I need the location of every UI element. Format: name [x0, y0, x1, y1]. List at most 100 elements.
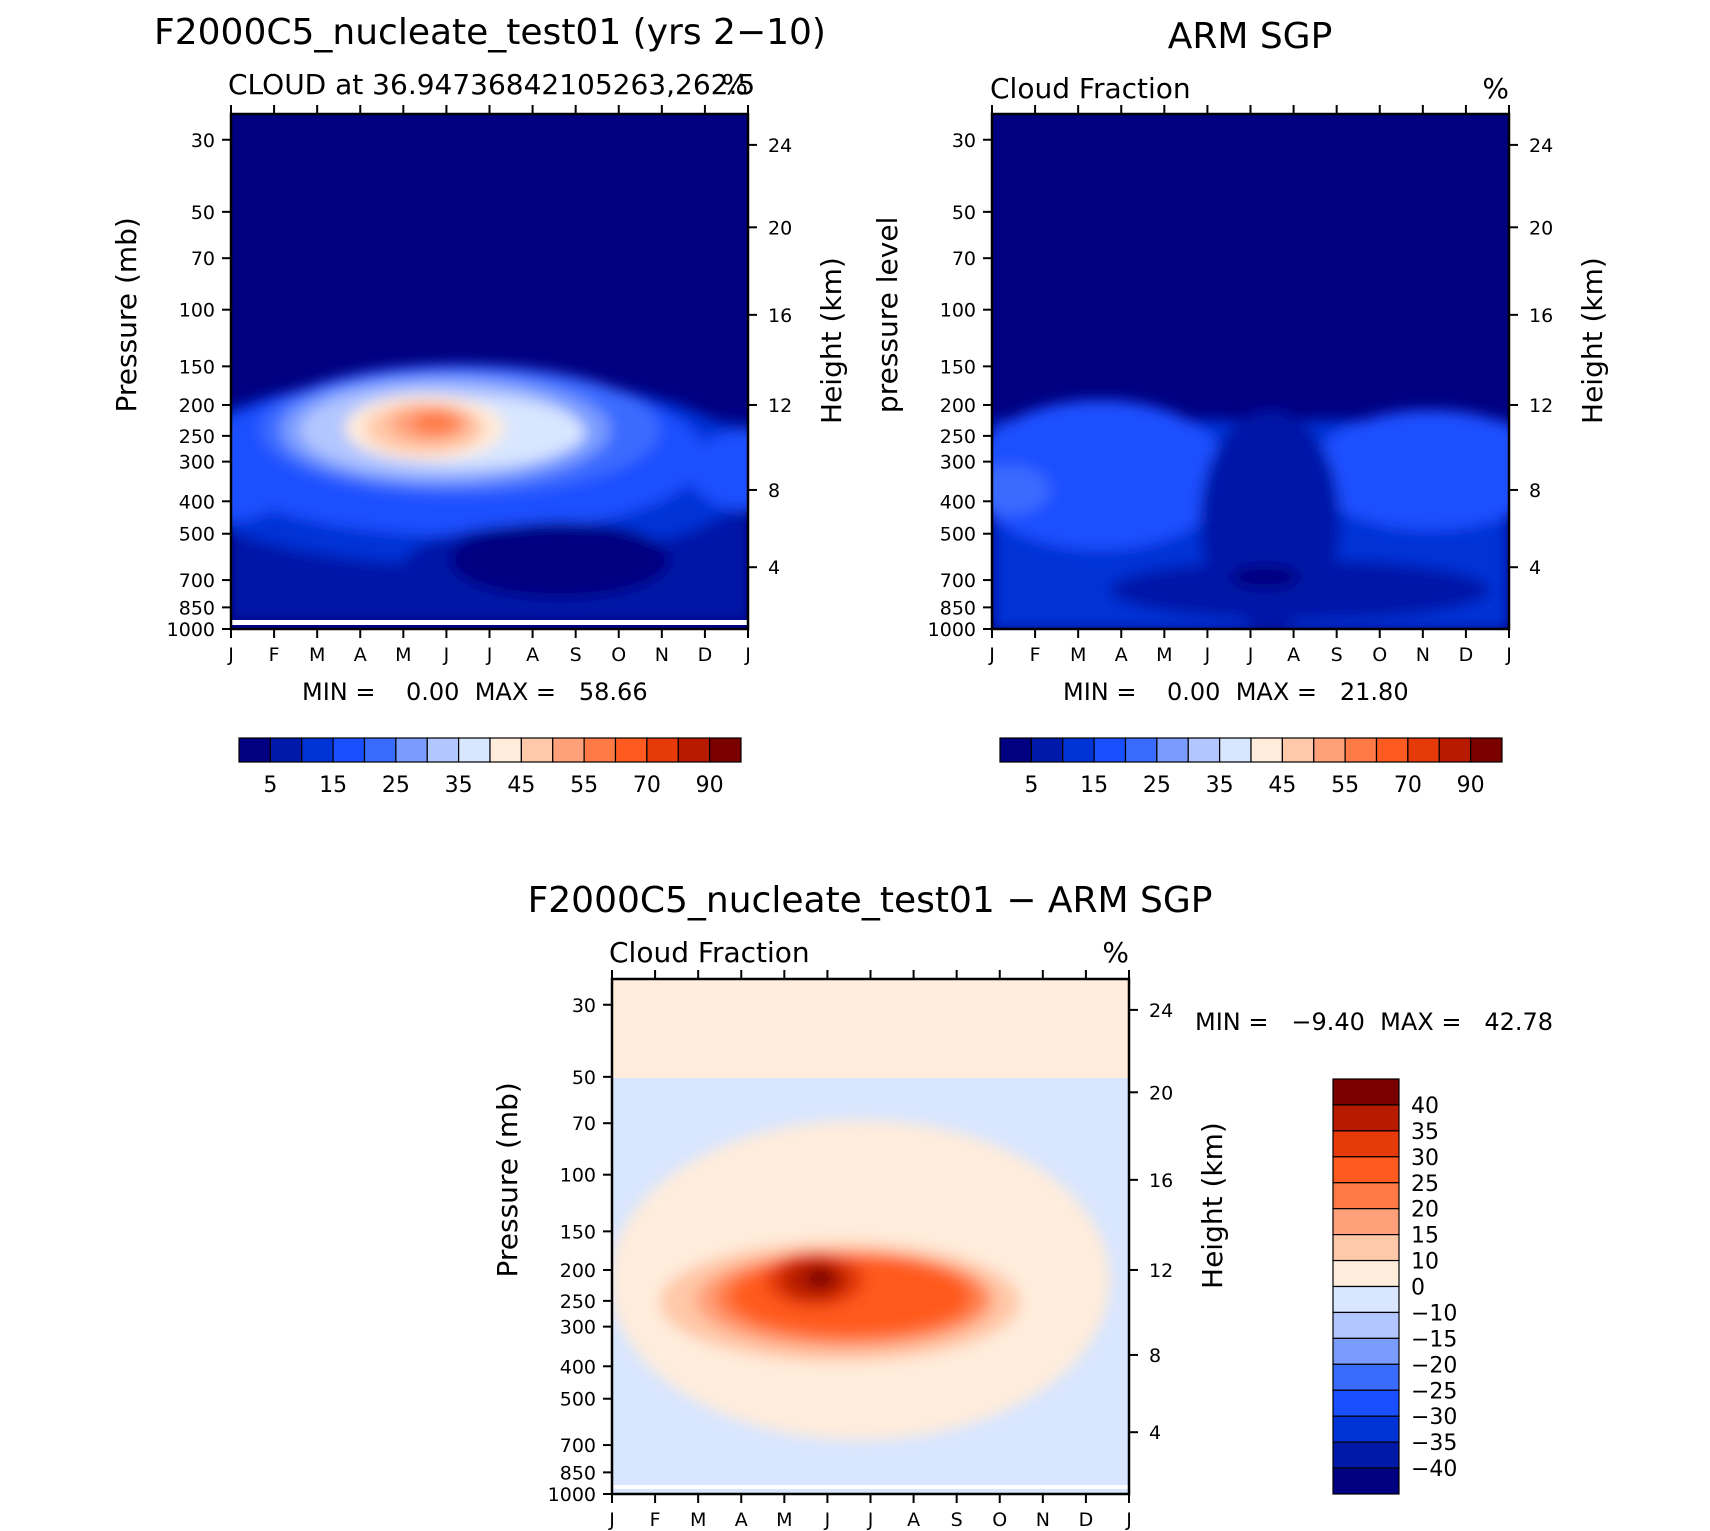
y-tick-label: 700 — [940, 570, 976, 592]
x-tick-label: J — [867, 1509, 874, 1531]
colorbar-box — [1187, 737, 1221, 763]
colorbar-box — [1375, 737, 1409, 763]
colorbar-box — [583, 737, 617, 763]
y-tick-label: 850 — [940, 597, 976, 619]
colorbar-box — [1250, 737, 1283, 763]
colorbar-box — [1344, 737, 1378, 763]
colorbar-label: −20 — [1411, 1353, 1457, 1378]
panel-diff-title: F2000C5_nucleate_test01 − ARM SGP — [528, 880, 1213, 921]
panel-obs-stats: MIN = 0.00 MAX = 21.80 — [1063, 678, 1409, 706]
colorbar-box — [238, 737, 271, 763]
y-tick-label: 50 — [952, 202, 976, 224]
surface-gap — [612, 1485, 1129, 1489]
colorbar-label: 20 — [1411, 1198, 1439, 1223]
panel-model-stats: MIN = 0.00 MAX = 58.66 — [302, 678, 648, 706]
panel-obs-title: ARM SGP — [1168, 16, 1333, 57]
colorbar-label: −30 — [1411, 1405, 1457, 1430]
contour-fill-level — [688, 430, 748, 510]
colorbar-label: 5 — [1024, 773, 1038, 798]
colorbar-box — [1332, 1415, 1400, 1443]
panel-model-subtitle: CLOUD at 36.94736842105263,262.5 — [228, 68, 755, 101]
y-tick-label: 50 — [572, 1067, 596, 1089]
x-tick-label: J — [744, 644, 751, 666]
y-tick-label: 150 — [560, 1221, 596, 1243]
y-right-tick-label: 16 — [1529, 305, 1553, 327]
y-right-tick-label: 4 — [1529, 557, 1541, 579]
y-tick-label: 30 — [952, 130, 976, 152]
colorbar-box — [1438, 737, 1472, 763]
y-tick-label: 150 — [179, 356, 215, 378]
x-tick-label: O — [611, 644, 626, 666]
y-tick-label: 150 — [940, 356, 976, 378]
x-tick-label: M — [776, 1509, 792, 1531]
panel-model-contours — [231, 114, 748, 629]
x-tick-label: S — [570, 644, 582, 666]
y-tick-label: 300 — [560, 1317, 596, 1339]
x-tick-label: J — [486, 644, 493, 666]
y-tick-label: 400 — [560, 1356, 596, 1378]
panel-diff-contours — [612, 979, 1129, 1494]
y-axis-label: Pressure (mb) — [491, 1082, 524, 1277]
x-tick-label: D — [1079, 1509, 1094, 1531]
colorbar-box — [1062, 737, 1095, 763]
contour-fill-level — [450, 522, 670, 598]
x-tick-label: F — [269, 644, 280, 666]
colorbar-box — [301, 737, 334, 763]
colorbar-label: 90 — [1457, 773, 1485, 798]
colorbar-label: 90 — [696, 773, 724, 798]
panel-obs-contours — [992, 114, 1509, 629]
x-tick-label: J — [227, 644, 234, 666]
colorbar-label: 10 — [1411, 1250, 1439, 1275]
x-tick-label: A — [1115, 644, 1128, 666]
x-tick-label: J — [824, 1509, 831, 1531]
y-tick-label: 1000 — [548, 1484, 596, 1506]
colorbar-box — [1219, 737, 1252, 763]
colorbar-label: −15 — [1411, 1327, 1457, 1352]
x-tick-label: N — [1416, 644, 1430, 666]
x-tick-label: M — [1156, 644, 1172, 666]
y-tick-label: 400 — [940, 491, 976, 513]
y-right-tick-label: 20 — [1149, 1082, 1173, 1104]
colorbar-box — [1313, 737, 1346, 763]
y-tick-label: 850 — [560, 1462, 596, 1484]
panel-diff-unit: % — [1102, 936, 1129, 969]
y-right-tick-label: 4 — [768, 557, 780, 579]
panel-diff-stats: MIN = −9.40 MAX = 42.78 — [1195, 1008, 1553, 1036]
x-tick-label: A — [735, 1509, 748, 1531]
contour-fill-level — [885, 1282, 965, 1322]
y-tick-label: 850 — [179, 597, 215, 619]
colorbar-label: 55 — [1331, 773, 1359, 798]
colorbar-box — [1332, 1389, 1400, 1417]
x-tick-label: J — [608, 1509, 615, 1531]
x-tick-label: J — [1204, 644, 1211, 666]
y-right-tick-label: 24 — [768, 135, 792, 157]
panel-model: F2000C5_nucleate_test01 (yrs 2−10) CLOUD… — [110, 12, 848, 666]
colorbar-box — [1332, 1234, 1400, 1262]
colorbar-box — [1093, 737, 1127, 763]
x-tick-label: O — [992, 1509, 1007, 1531]
colorbar-box — [1156, 737, 1189, 763]
y-right-tick-label: 12 — [768, 395, 792, 417]
colorbar-model: 5 15 25 35 45 55 70 90 — [238, 737, 742, 798]
colorbar-box — [1332, 1259, 1400, 1288]
contour-fill-level — [992, 400, 1230, 550]
colorbar-box — [1332, 1285, 1400, 1314]
panel-obs-subtitle: Cloud Fraction — [990, 72, 1191, 105]
y-right-tick-label: 16 — [768, 305, 792, 327]
colorbar-box — [1332, 1182, 1400, 1210]
panel-diff: F2000C5_nucleate_test01 − ARM SGP Cloud … — [491, 880, 1229, 1531]
colorbar-box — [1332, 1130, 1400, 1158]
x-tick-label: J — [988, 644, 995, 666]
colorbar-box — [1332, 1363, 1400, 1391]
x-tick-label: A — [907, 1509, 920, 1531]
y-tick-label: 300 — [940, 452, 976, 474]
x-tick-label: M — [690, 1509, 706, 1531]
x-tick-label: J — [1505, 644, 1512, 666]
colorbar-label: 35 — [1206, 773, 1234, 798]
x-tick-label: M — [309, 644, 325, 666]
y-right-tick-label: 12 — [1529, 395, 1553, 417]
panel-obs-unit: % — [1482, 72, 1509, 105]
contour-fill-level — [992, 465, 1050, 515]
y-right-tick-label: 20 — [768, 217, 792, 239]
